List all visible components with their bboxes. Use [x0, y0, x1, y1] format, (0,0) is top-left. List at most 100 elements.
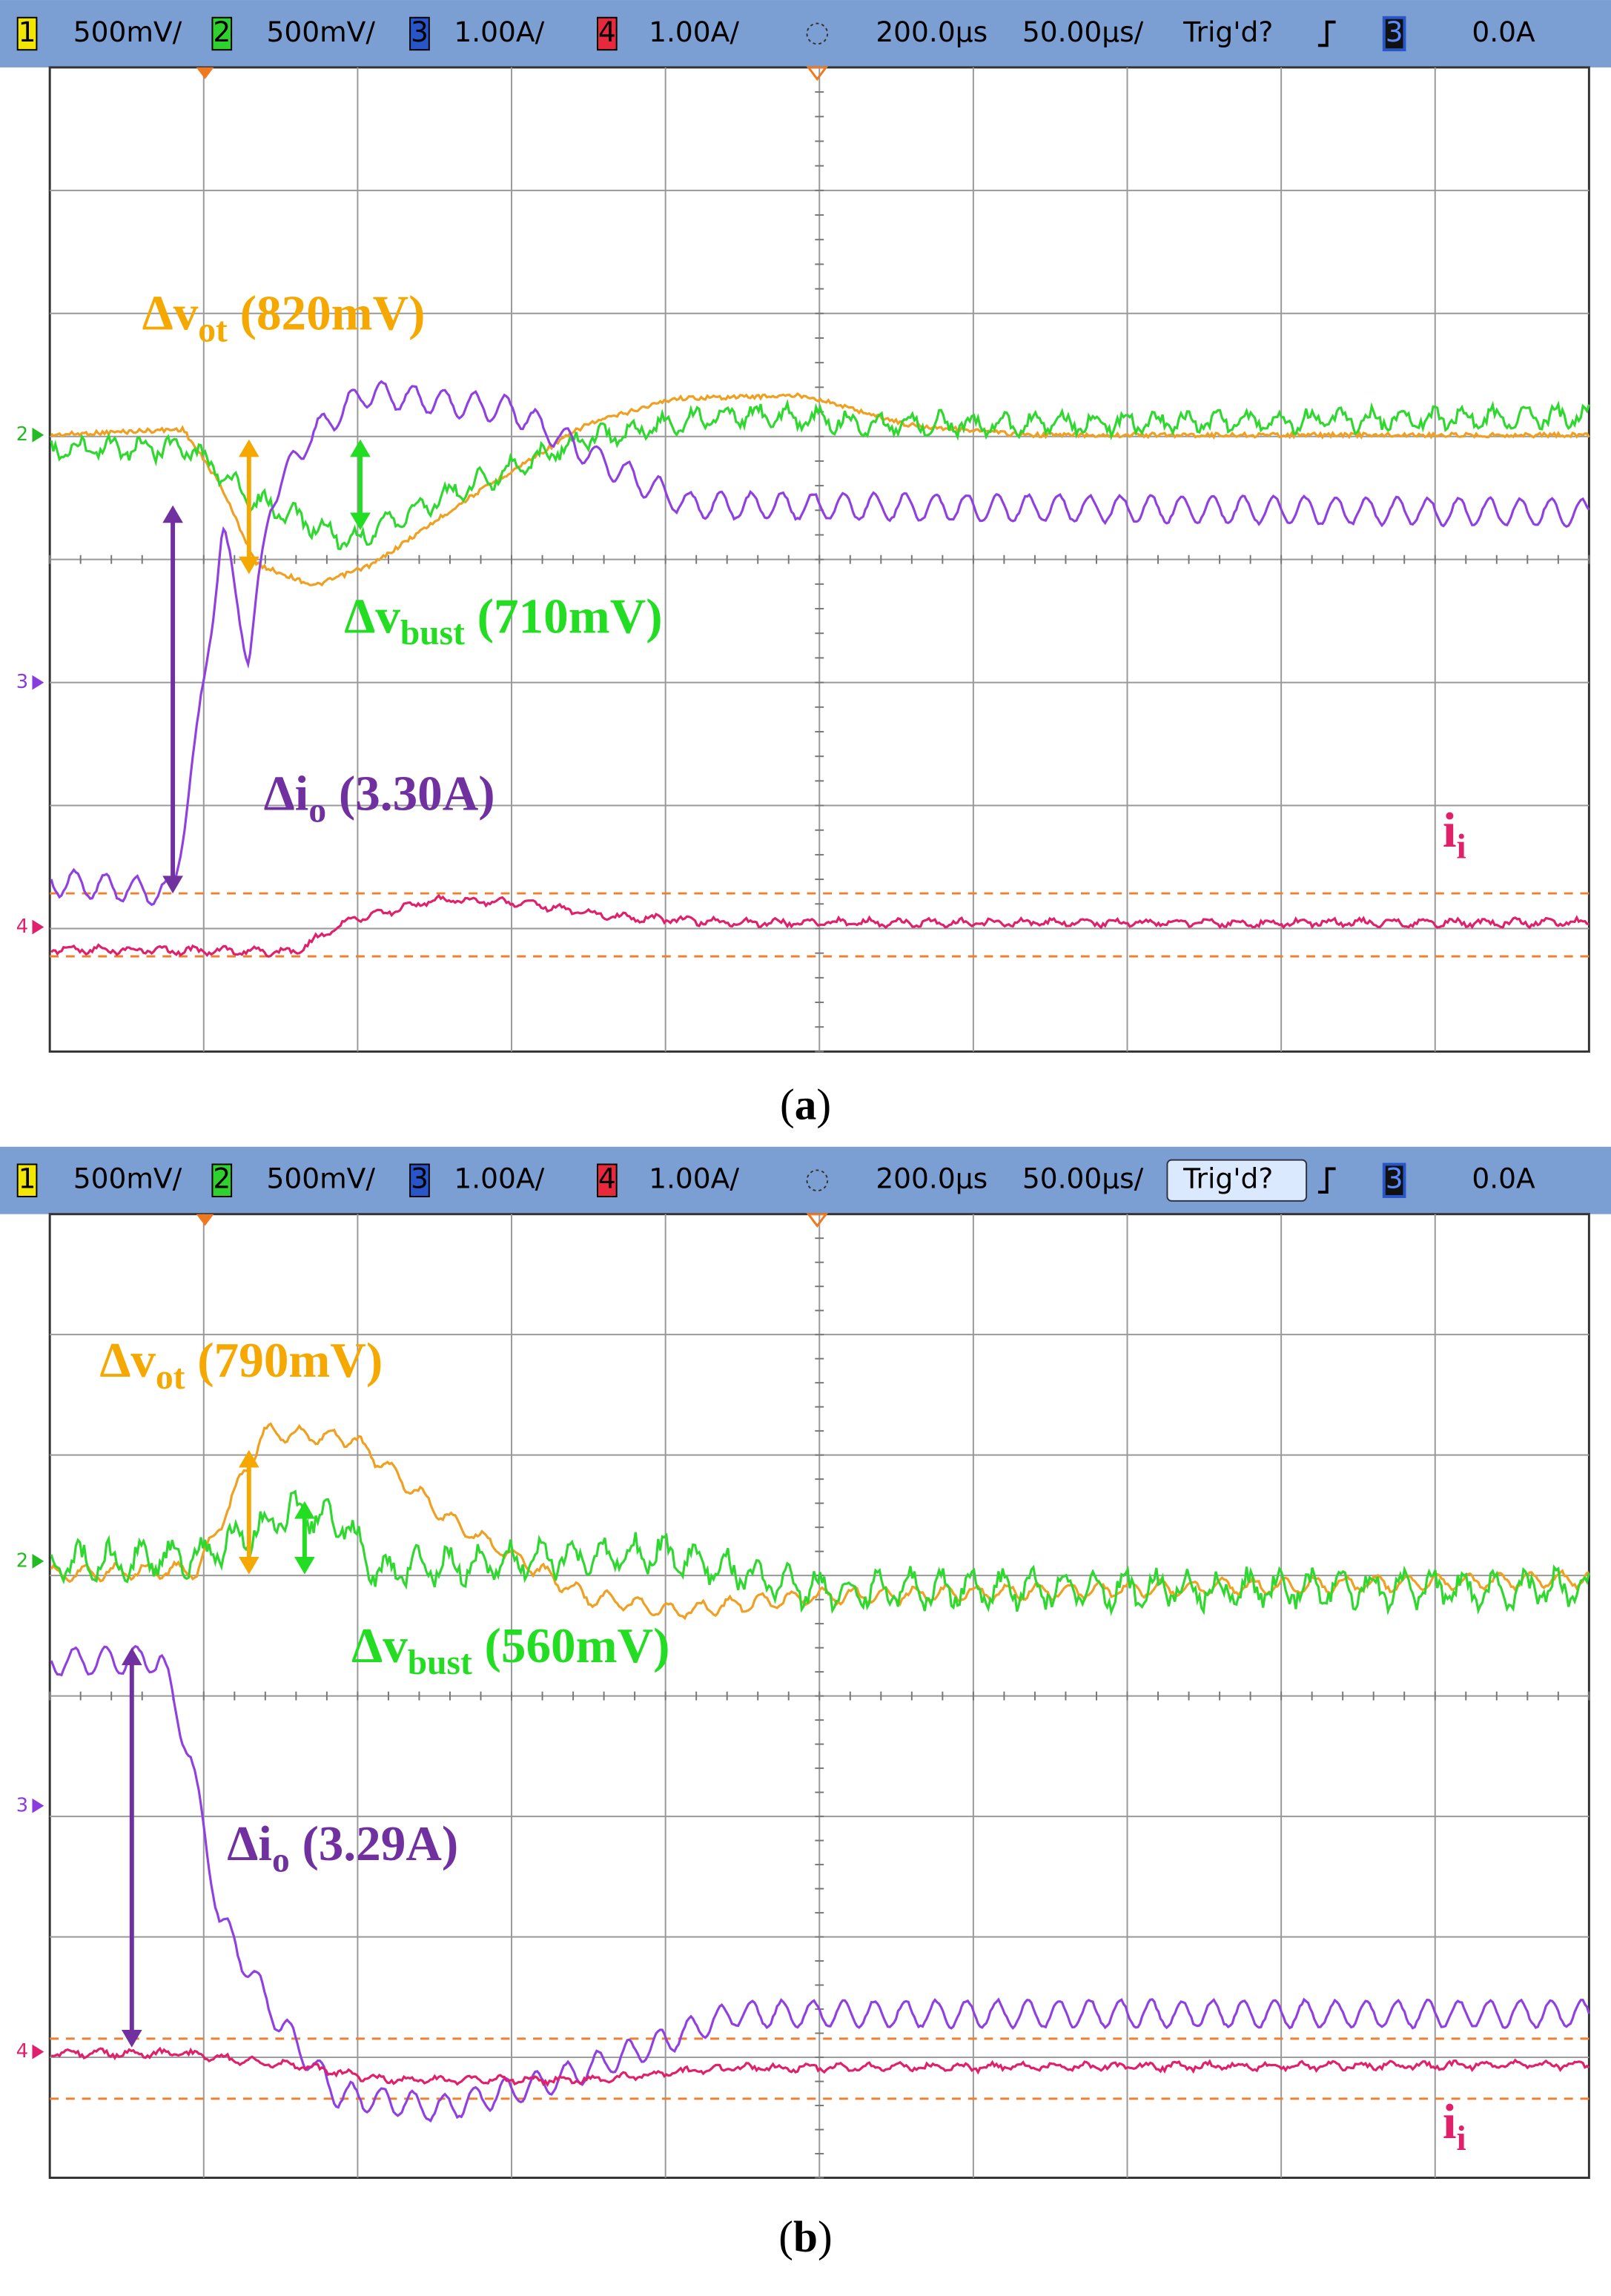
- arrow-head: [350, 439, 371, 457]
- annotation-value: (3.29A): [290, 1816, 459, 1871]
- channel-number: 2: [213, 1162, 231, 1195]
- annotation-main: Δv: [99, 1332, 156, 1388]
- channel-marker-arrow: [32, 1798, 44, 1813]
- status-bar: [0, 0, 1611, 67]
- trigger-level: 0.0A: [1472, 16, 1535, 48]
- scope-panel: 1 500mV/2 500mV/3 1.00A/4 1.00A/200.0µs 50.00…: [0, 0, 1611, 1128]
- annotation-main: i: [1443, 802, 1457, 858]
- annotation-main: Δv: [142, 285, 199, 341]
- caption-paren: (: [780, 1079, 795, 1128]
- arrow-head: [121, 1647, 142, 1666]
- arrow-head: [238, 556, 259, 575]
- trigger-status: Trig'd?: [1182, 1162, 1273, 1195]
- waveform: [50, 1489, 1590, 1616]
- channel-scale: 1.00A/: [454, 1162, 544, 1195]
- channel-marker: 2: [16, 423, 28, 446]
- annotation-main: Δv: [344, 588, 400, 644]
- trigger-marker: [196, 67, 214, 79]
- status-bar: [0, 1146, 1611, 1214]
- channel-badge: [409, 16, 430, 51]
- caption-letter: a: [795, 1079, 817, 1128]
- timebase-scale: 50.00µs/: [1022, 16, 1144, 48]
- channel-badge: [16, 1163, 38, 1197]
- annotation-sub: ot: [198, 311, 228, 349]
- timebase-delay: 200.0µs: [876, 1162, 988, 1195]
- channel-marker: 4: [16, 2040, 28, 2062]
- arrow-head: [238, 1556, 259, 1575]
- annotation: Δvot (820mV): [142, 285, 426, 350]
- channel-scale: 500mV/: [267, 16, 376, 48]
- scope-panel: 1 500mV/2 500mV/3 1.00A/4 1.00A/200.0µs 50.00…: [0, 1146, 1611, 2260]
- channel-scale: 1.00A/: [649, 16, 739, 48]
- annotation-main: Δi: [227, 1816, 272, 1871]
- channel-marker-arrow: [32, 919, 44, 935]
- caption-paren: ): [816, 1079, 831, 1128]
- channel-marker-arrow: [32, 1553, 44, 1569]
- annotation-sub: bust: [400, 614, 465, 652]
- channel-number: 3: [411, 16, 429, 48]
- waveform: [50, 380, 1590, 907]
- channel-scale: 1.00A/: [649, 1162, 739, 1195]
- annotation-sub: ot: [156, 1358, 185, 1397]
- timebase-scale: 50.00µs/: [1022, 1162, 1144, 1195]
- annotation: Δio (3.29A): [227, 1816, 458, 1880]
- annotation: Δvbust (560mV): [351, 1618, 669, 1682]
- annotation-main: Δi: [264, 765, 309, 821]
- annotation-main: Δv: [351, 1618, 408, 1673]
- arrow-head: [238, 439, 259, 457]
- channel-scale: 500mV/: [73, 1162, 182, 1195]
- delay-marker: [806, 66, 829, 82]
- annotation-main: i: [1443, 2094, 1457, 2149]
- channel-badge: [211, 1163, 233, 1197]
- annotation-value: (560mV): [472, 1618, 670, 1673]
- arrow-head: [162, 876, 183, 894]
- annotation: Δio (3.30A): [264, 765, 495, 830]
- annotation: ii: [1443, 2094, 1466, 2158]
- timebase-delay: 200.0µs: [876, 16, 988, 48]
- trigger-marker: [196, 1214, 214, 1226]
- arrow-head: [350, 512, 371, 531]
- waveform: [50, 2046, 1590, 2088]
- channel-badge: [596, 1163, 618, 1197]
- waveform: [50, 398, 1590, 551]
- channel-scale: 500mV/: [73, 16, 182, 48]
- caption: (a): [780, 1079, 831, 1128]
- channel-marker: 2: [16, 1549, 28, 1572]
- channel-number: 1: [19, 16, 36, 48]
- annotation-sub: i: [1456, 2120, 1466, 2158]
- channel-badge: [211, 16, 233, 51]
- timebase-icon: [806, 1169, 829, 1192]
- trigger-channel: 3: [1386, 16, 1403, 48]
- annotation-sub: o: [272, 1842, 290, 1880]
- caption: (b): [778, 2211, 832, 2260]
- channel-number: 4: [598, 1162, 616, 1195]
- arrow-head: [162, 505, 183, 523]
- trigger-edge-icon: [1317, 1167, 1336, 1194]
- annotation-value: (790mV): [185, 1332, 383, 1388]
- channel-marker: 3: [16, 1794, 28, 1816]
- annotation-sub: o: [308, 791, 326, 830]
- trigger-channel-badge: [1382, 16, 1406, 52]
- waveform: [50, 1644, 1590, 2123]
- channel-marker-arrow: [32, 2044, 44, 2060]
- channel-scale: 500mV/: [267, 1162, 376, 1195]
- arrow-head: [294, 1501, 315, 1519]
- annotation-value: (710mV): [465, 588, 663, 644]
- annotation-sub: bust: [408, 1644, 472, 1682]
- trigger-edge-icon: [1317, 20, 1336, 47]
- channel-number: 1: [19, 1162, 36, 1195]
- channel-number: 3: [411, 1162, 429, 1195]
- caption-paren: ): [818, 2211, 833, 2260]
- arrow-head: [294, 1556, 315, 1575]
- waveform: [50, 391, 1590, 587]
- trigger-level: 0.0A: [1472, 1162, 1535, 1195]
- annotation-value: (3.30A): [326, 765, 495, 821]
- arrow-head: [238, 1449, 259, 1468]
- annotation-value: (820mV): [228, 285, 426, 341]
- annotation: Δvot (790mV): [99, 1332, 383, 1397]
- annotation: Δvbust (710mV): [344, 588, 662, 652]
- channel-badge: [596, 16, 618, 51]
